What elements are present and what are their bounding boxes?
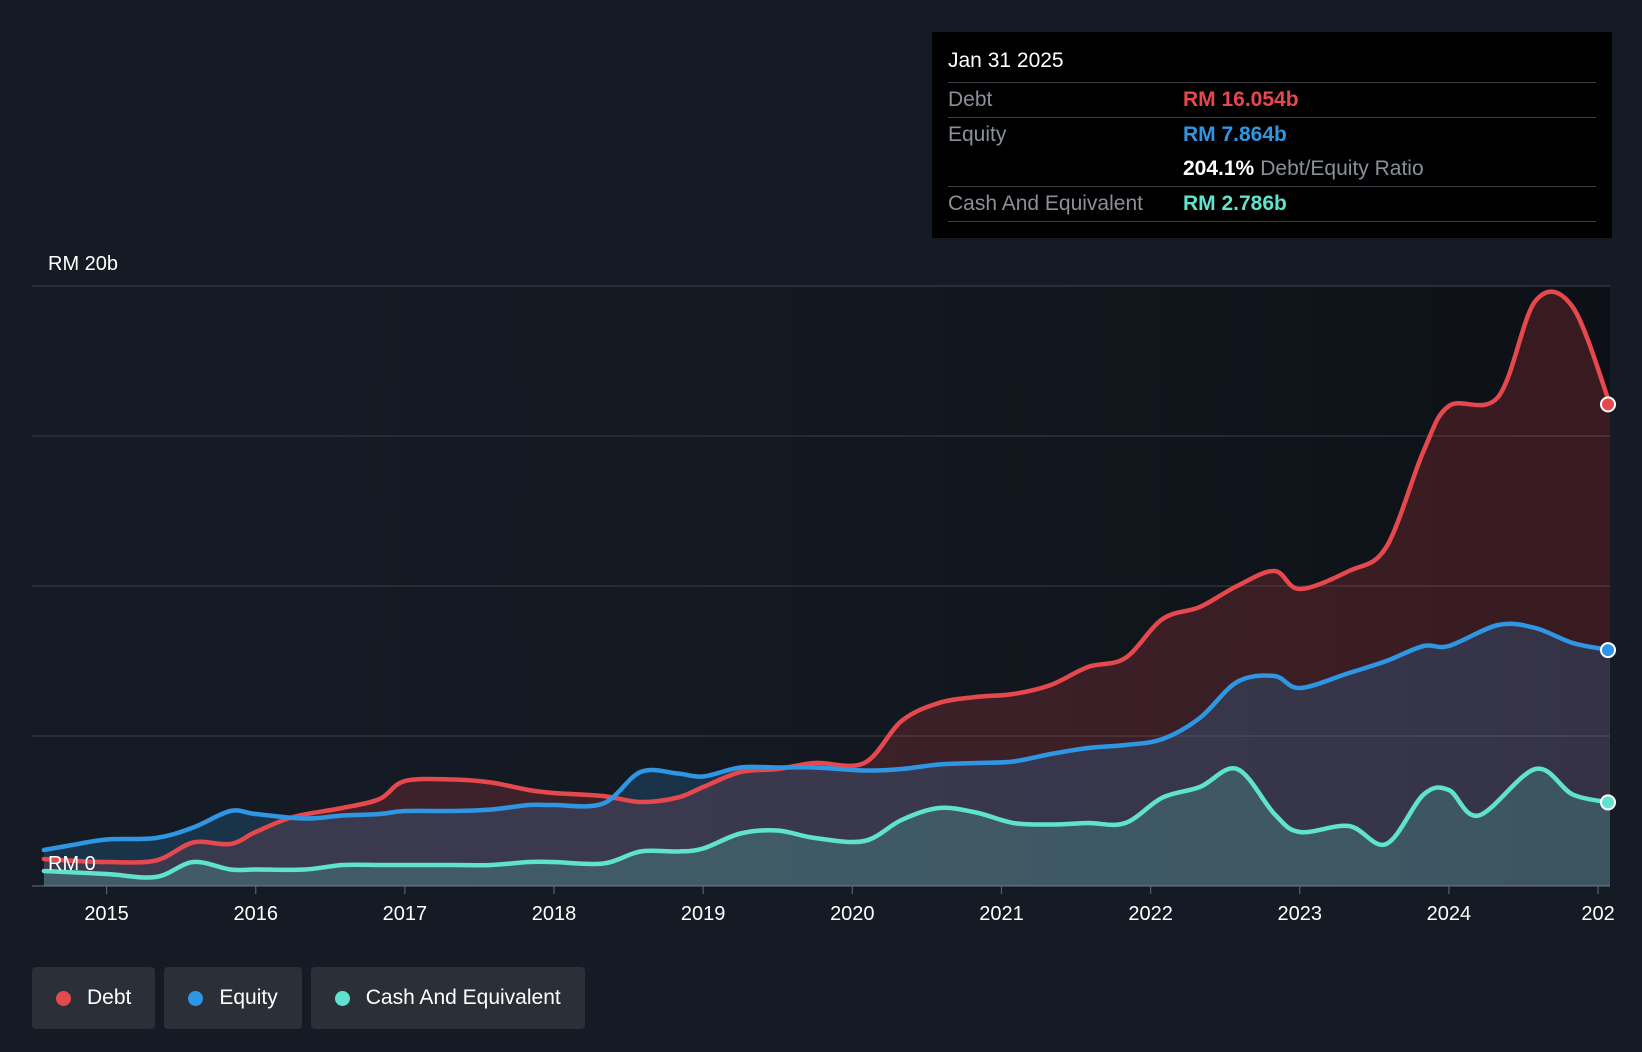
series-end-markers bbox=[1600, 396, 1616, 811]
x-tick-label: 2019 bbox=[681, 903, 726, 925]
y-tick-label-max: RM 20b bbox=[48, 253, 118, 275]
chart-legend: Debt Equity Cash And Equivalent bbox=[32, 967, 585, 1029]
legend-item-cash[interactable]: Cash And Equivalent bbox=[310, 967, 585, 1029]
legend-label-equity: Equity bbox=[219, 986, 278, 1009]
line-equity bbox=[41, 621, 1613, 853]
tooltip-row-debt: Debt RM 16.054b bbox=[948, 83, 1596, 118]
series-lines bbox=[41, 289, 1613, 880]
tooltip-date: Jan 31 2025 bbox=[948, 46, 1596, 83]
tooltip-label-ratio bbox=[948, 152, 1183, 186]
legend-label-cash: Cash And Equivalent bbox=[365, 986, 561, 1009]
tooltip-row-equity: Equity RM 7.864b bbox=[948, 118, 1596, 152]
tooltip-value-debt: RM 16.054b bbox=[1183, 88, 1299, 111]
x-tick-label: 2022 bbox=[1128, 903, 1173, 925]
tooltip-label-equity: Equity bbox=[948, 123, 1007, 146]
legend-item-equity[interactable]: Equity bbox=[164, 967, 302, 1029]
line-cash-and-equivalent bbox=[41, 766, 1613, 880]
y-tick-label-zero: RM 0 bbox=[48, 853, 96, 875]
tooltip-label-debt: Debt bbox=[948, 88, 993, 111]
area-cash-and-equivalent bbox=[43, 768, 1610, 886]
series-areas bbox=[43, 291, 1610, 886]
x-tick-label: 2016 bbox=[233, 903, 278, 925]
tooltip-ratio-suffix: Debt/Equity Ratio bbox=[1260, 157, 1424, 180]
tooltip-panel: Jan 31 2025 Debt RM 16.054b Equity RM 7.… bbox=[932, 32, 1612, 238]
tooltip-label-cash: Cash And Equivalent bbox=[948, 192, 1143, 215]
legend-label-debt: Debt bbox=[87, 986, 132, 1009]
x-tick-label: 2015 bbox=[84, 903, 129, 925]
x-axis-ticks: 2015 2016 2017 2018 2019 2020 2021 2022 2023 2024… bbox=[84, 886, 1615, 925]
tooltip-value-ratio: 204.1% Debt/Equity Ratio bbox=[1183, 152, 1424, 186]
x-tick-label: 2017 bbox=[383, 903, 428, 925]
x-tick-label: 202 bbox=[1581, 903, 1614, 925]
legend-dot-equity bbox=[188, 990, 204, 1006]
x-tick-label: 2023 bbox=[1278, 903, 1323, 925]
legend-dot-cash bbox=[334, 990, 350, 1006]
end-marker-equity bbox=[1600, 642, 1616, 659]
area-debt bbox=[43, 291, 1610, 886]
x-tick-label: 2020 bbox=[830, 903, 875, 925]
end-marker-debt bbox=[1600, 396, 1616, 413]
x-tick-label: 2024 bbox=[1427, 903, 1472, 925]
tooltip-value-equity: RM 7.864b bbox=[1183, 123, 1287, 146]
tooltip-value-cash: RM 2.786b bbox=[1183, 192, 1287, 215]
end-marker-cash-and-equivalent bbox=[1600, 794, 1616, 811]
legend-dot-debt bbox=[56, 990, 71, 1006]
area-equity bbox=[43, 623, 1610, 886]
grid-lines bbox=[32, 285, 1610, 887]
legend-item-debt[interactable]: Debt bbox=[32, 967, 156, 1029]
x-tick-label: 2018 bbox=[532, 903, 577, 925]
x-tick-label: 2021 bbox=[979, 903, 1024, 925]
tooltip-row-ratio: 204.1% Debt/Equity Ratio bbox=[948, 152, 1596, 187]
tooltip-ratio-number: 204.1% bbox=[1183, 157, 1255, 180]
tooltip-row-cash: Cash And Equivalent RM 2.786b bbox=[948, 187, 1596, 222]
